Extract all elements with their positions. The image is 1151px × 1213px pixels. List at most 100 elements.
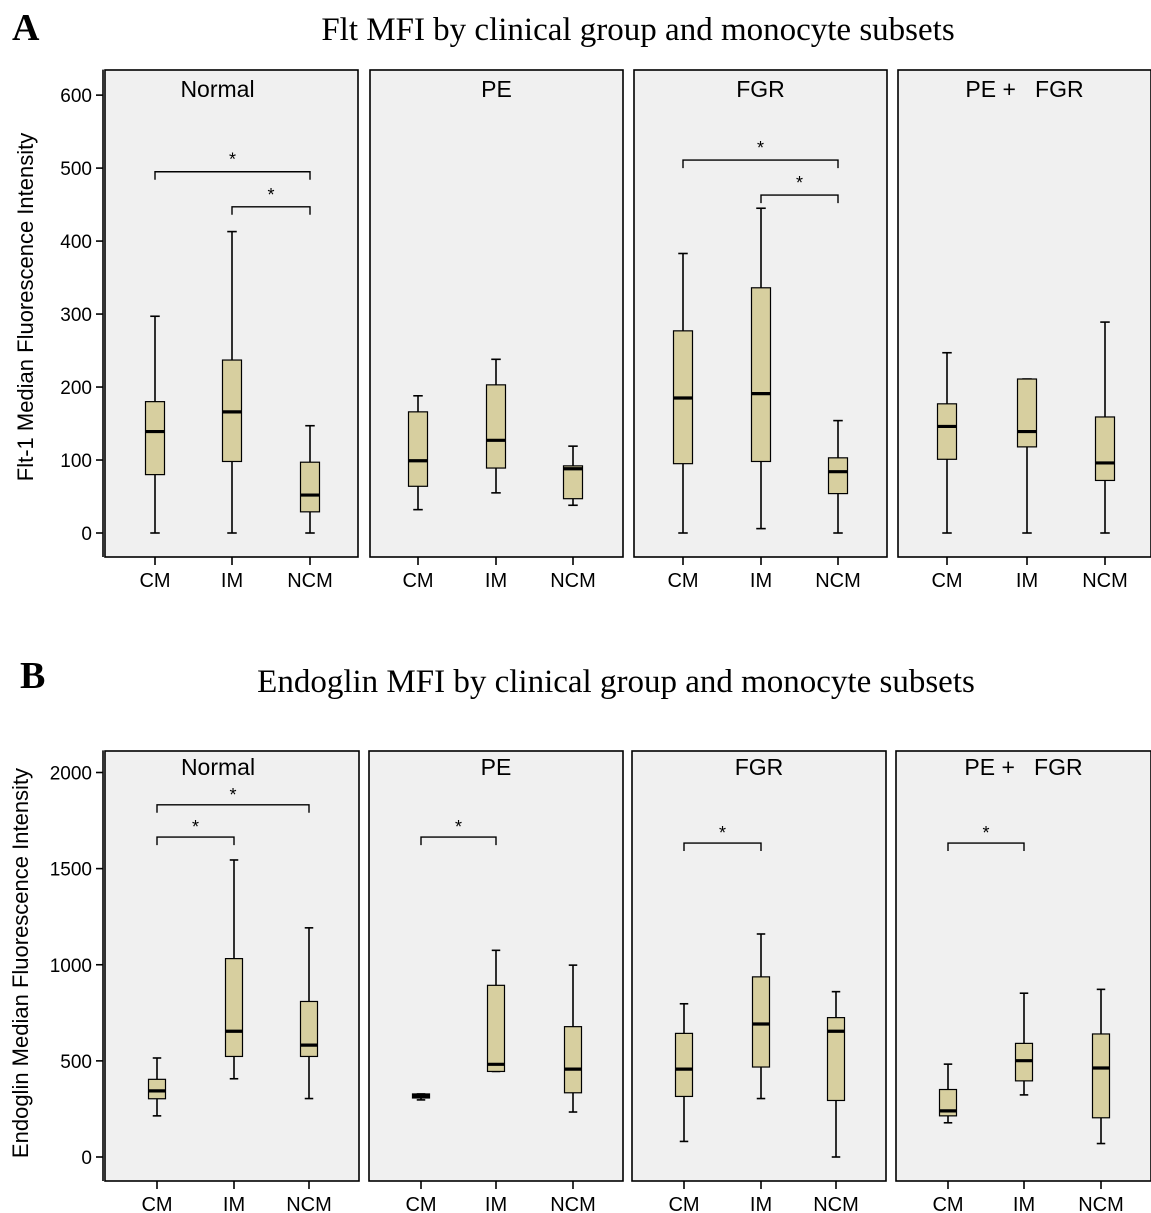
- significance-star: *: [229, 150, 236, 170]
- facet-label: Normal: [181, 754, 255, 780]
- significance-bracket: *: [156, 817, 235, 846]
- box-iqr: [147, 1078, 167, 1100]
- y-tick-label: 2000: [50, 764, 92, 785]
- box-ncm: [826, 990, 846, 1158]
- box-iqr: [485, 384, 507, 469]
- x-tick-label: IM: [1013, 1194, 1035, 1213]
- significance-bracket: *: [683, 823, 762, 852]
- facet-label: PE + FGR: [964, 754, 1082, 780]
- x-tick-label: CM: [405, 1194, 436, 1213]
- bracket-line: [154, 171, 311, 180]
- box-cm: [147, 1057, 167, 1117]
- box-iqr: [750, 287, 772, 463]
- facet-panel: [895, 750, 1151, 1182]
- x-tick-label: CM: [667, 570, 698, 592]
- significance-star: *: [796, 173, 803, 193]
- x-tick-label: NCM: [550, 1194, 596, 1213]
- facet-panel: [897, 69, 1151, 558]
- x-tick-label: IM: [485, 1194, 507, 1213]
- box-cm: [407, 394, 429, 511]
- facet-pe-fgr: PE + FGR CM IM NCM *: [895, 750, 1151, 1213]
- bracket-line: [420, 836, 497, 846]
- box-cm: [411, 1093, 431, 1101]
- bracket-line: [760, 194, 839, 204]
- box-iqr: [563, 1026, 583, 1094]
- box-iqr: [826, 1017, 846, 1102]
- y-tick-label: 1000: [50, 956, 92, 977]
- box-ncm: [827, 419, 849, 534]
- facet-label: PE: [481, 76, 512, 102]
- x-tick-label: IM: [221, 570, 243, 592]
- significance-bracket: *: [156, 785, 310, 813]
- y-tick-label: 1500: [50, 860, 92, 881]
- chart-b: B Endoglin MFI by clinical group and mono…: [8, 655, 1151, 1213]
- significance-star: *: [757, 138, 764, 158]
- x-tick-label: NCM: [813, 1194, 859, 1213]
- x-tick-label: NCM: [286, 1194, 332, 1213]
- y-tick-label: 500: [60, 159, 92, 180]
- significance-bracket: *: [420, 817, 497, 846]
- facet-label: FGR: [735, 754, 784, 780]
- significance-star: *: [192, 817, 199, 837]
- box-im: [1014, 992, 1034, 1096]
- x-tick-label: IM: [750, 1194, 772, 1213]
- box-im: [485, 358, 507, 494]
- box-iqr: [224, 957, 244, 1058]
- y-tick-label: 0: [81, 1148, 92, 1169]
- significance-star: *: [982, 823, 989, 843]
- bracket-line: [682, 159, 839, 169]
- bracket-line: [683, 842, 762, 852]
- bracket-line: [156, 804, 310, 813]
- facet-label: FGR: [736, 76, 785, 102]
- y-tick-label: 400: [60, 232, 92, 253]
- box-ncm: [299, 927, 319, 1100]
- x-tick-label: IM: [485, 570, 507, 592]
- box-im: [224, 859, 244, 1080]
- significance-star: *: [229, 785, 236, 805]
- bracket-line: [231, 206, 311, 215]
- y-tick-label: 200: [60, 378, 92, 399]
- y-tick-label: 300: [60, 305, 92, 326]
- y-axis-label: Endoglin Median Fluorescence Intensity: [8, 768, 33, 1158]
- significance-bracket: *: [154, 150, 311, 180]
- box-im: [750, 207, 772, 530]
- x-tick-label: CM: [139, 570, 170, 592]
- box-cm: [144, 315, 166, 534]
- box-im: [486, 949, 506, 1073]
- x-tick-label: CM: [932, 1194, 963, 1213]
- x-tick-label: CM: [931, 570, 962, 592]
- box-iqr: [562, 465, 584, 500]
- x-tick-label: CM: [402, 570, 433, 592]
- box-ncm: [1091, 988, 1111, 1145]
- x-tick-label: NCM: [550, 570, 596, 592]
- facet-label: PE: [481, 754, 512, 780]
- y-tick-label: 600: [60, 86, 92, 107]
- facet-label: PE + FGR: [965, 76, 1083, 102]
- box-ncm: [562, 445, 584, 507]
- facet-normal: Normal CM IM NCM * *: [104, 69, 359, 592]
- box-iqr: [486, 984, 506, 1073]
- bracket-line: [947, 842, 1025, 852]
- box-iqr: [674, 1032, 694, 1098]
- box-cm: [672, 252, 694, 534]
- box-ncm: [299, 424, 321, 534]
- box-iqr: [1016, 378, 1038, 448]
- x-tick-label: NCM: [287, 570, 333, 592]
- box-ncm: [563, 964, 583, 1113]
- x-tick-label: IM: [223, 1194, 245, 1213]
- facet-fgr: FGR CM IM NCM *: [631, 750, 887, 1213]
- y-tick-label: 100: [60, 451, 92, 472]
- significance-bracket: *: [682, 138, 839, 169]
- significance-bracket: *: [947, 823, 1025, 852]
- x-tick-label: NCM: [1078, 1194, 1124, 1213]
- box-iqr: [299, 1000, 319, 1058]
- box-iqr: [751, 976, 771, 1068]
- facet-pe: PE CM IM NCM *: [368, 750, 624, 1213]
- box-iqr: [936, 403, 958, 460]
- facet-fgr: FGR CM IM NCM * *: [633, 69, 888, 592]
- chart-a: A Flt MFI by clinical group and monocyte …: [12, 7, 1151, 592]
- x-tick-label: IM: [750, 570, 772, 592]
- box-iqr: [407, 411, 429, 487]
- facet-pe-fgr: PE + FGR CM IM NCM: [897, 69, 1151, 592]
